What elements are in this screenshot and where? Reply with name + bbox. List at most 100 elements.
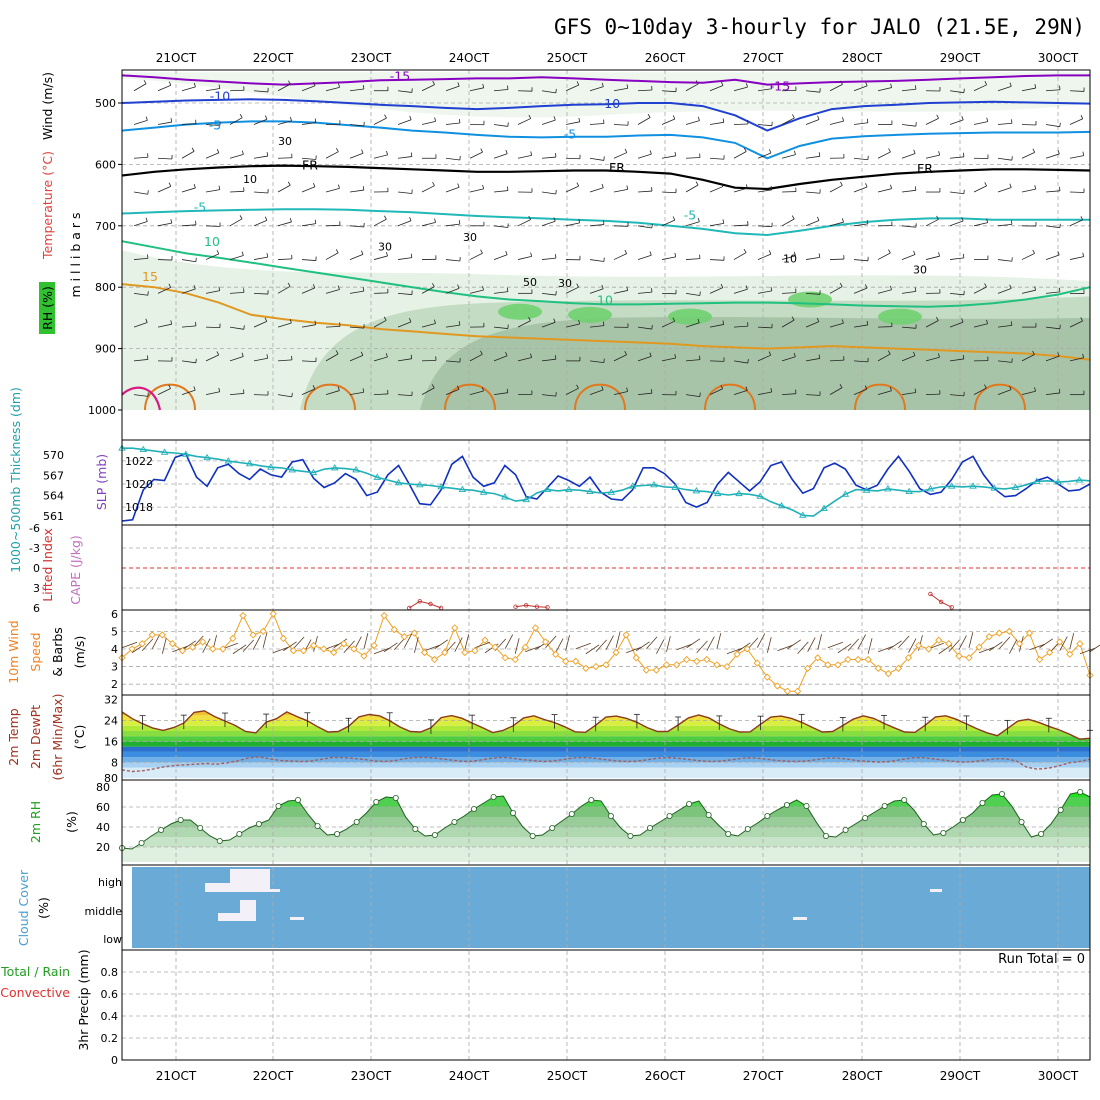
wind-barb (997, 259, 1012, 262)
wind-speed-point (733, 650, 741, 658)
wind-barb (829, 120, 844, 125)
surface-wind-barb (575, 642, 591, 650)
temp-color-band (122, 710, 1090, 716)
wind-barb-flag (410, 253, 413, 258)
lifted-index-point (524, 603, 529, 608)
wind-barb-flag (913, 351, 916, 356)
wind-barb-flag (601, 82, 604, 87)
wind-speed-point (1005, 627, 1013, 636)
wind-barb (613, 253, 627, 260)
wind-barb (469, 353, 483, 362)
wind-barb (349, 189, 364, 193)
wind-barb (589, 288, 604, 294)
thickness-marker (841, 490, 850, 497)
wind-barb-flag (195, 257, 197, 262)
wind-barb (637, 190, 652, 193)
wind-speed-point (410, 629, 419, 637)
wind-speed-point (400, 633, 408, 641)
wind-barb (541, 191, 556, 195)
wind-barb (253, 90, 268, 93)
wind-speed-point (804, 664, 812, 672)
wind-barb-flag (384, 114, 387, 119)
wind-barb (781, 117, 795, 125)
wind-speed-point (350, 645, 358, 653)
wind-barb-flag (961, 318, 964, 323)
isotherm-label: FR (917, 161, 933, 176)
rh-tick-label: 80 (96, 781, 110, 794)
wind-speed-point (783, 687, 792, 695)
date-label-bottom: 28OCT (842, 1069, 883, 1083)
wind-barb-flag (792, 114, 795, 119)
cloud-high-block (230, 869, 270, 883)
precip-total-label: Total / Rain (0, 964, 70, 979)
wind-speed-point (390, 625, 398, 634)
wind-speed-point (461, 648, 469, 657)
wind-barb-flag (1009, 385, 1012, 390)
wind-barb-flag (602, 321, 605, 326)
wind-barb (373, 255, 388, 260)
wind-barb (541, 321, 556, 328)
isotherm-label: -10 (210, 89, 230, 104)
wind-barb (877, 289, 892, 294)
wind-speed-point (582, 664, 590, 672)
wind-barb-flag (839, 384, 843, 388)
lifted-index-point (938, 599, 944, 605)
thickness-marker (607, 488, 616, 495)
wind-barb-flag (218, 84, 221, 89)
surface-wind-barb (1079, 647, 1096, 655)
wind-barb (637, 254, 652, 260)
wind-barb (397, 119, 412, 125)
wind-speed-point (753, 659, 761, 667)
wind-barb (205, 225, 221, 227)
wind-barb (973, 387, 987, 396)
wind-barb-flag (1009, 183, 1012, 188)
wind-barb (829, 322, 844, 328)
wind-barb-flag (818, 354, 821, 359)
rh-point (1057, 807, 1064, 814)
dewpoint-label: 2m DewPt (28, 705, 43, 769)
wind-barb (253, 219, 268, 227)
wind-barb (1021, 390, 1036, 396)
rh-point (725, 831, 732, 838)
wind-speed-point (793, 687, 802, 695)
rh-point (529, 833, 536, 840)
wind-speed-point (572, 657, 580, 665)
rh-point (862, 815, 869, 822)
wind-speed-point (622, 631, 630, 639)
wind-barb-flag (555, 88, 557, 93)
cloud-high-block (930, 889, 942, 892)
wind-barb (1069, 118, 1083, 125)
wind-speed-point (168, 640, 177, 648)
wind-barb-flag (839, 282, 843, 287)
surface-wind-barb (555, 638, 564, 653)
wind-barb-flag (747, 359, 749, 364)
wind-speed-point (602, 661, 610, 669)
wind-barb (277, 184, 291, 193)
wind-barb-flag (506, 388, 509, 393)
wind-barb (349, 152, 364, 159)
rh-point (353, 819, 360, 826)
wind-speed-point (320, 645, 328, 653)
isotherm-label: 10 (204, 234, 220, 249)
wind-barb (805, 220, 820, 227)
precip-tick-label: 0.8 (101, 966, 119, 979)
surface-wind-barb (988, 641, 1003, 652)
rh-contour-label: 10 (243, 173, 257, 186)
rh-point (920, 821, 927, 828)
wind-barb (685, 184, 699, 193)
cloud-middle-block (218, 913, 256, 921)
thickness-marker (330, 464, 339, 471)
rh-point (783, 802, 790, 809)
wind-barb (157, 185, 171, 193)
wind-barb (397, 394, 412, 397)
wind-barb-flag (962, 253, 965, 258)
wind-speed-label: Speed (28, 632, 43, 671)
wind-barb (205, 124, 220, 126)
wind-barb (637, 89, 653, 92)
wind-barb (565, 286, 579, 294)
wind-barb (469, 87, 484, 92)
wind-barb (997, 157, 1012, 161)
wind-barb-flag (385, 353, 388, 358)
date-label-bottom: 22OCT (253, 1069, 294, 1083)
panel-frame (121, 439, 1091, 526)
